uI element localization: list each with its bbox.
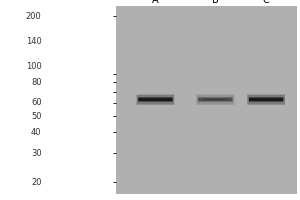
FancyBboxPatch shape xyxy=(203,98,228,100)
FancyBboxPatch shape xyxy=(198,97,232,101)
Text: B: B xyxy=(212,0,219,5)
FancyBboxPatch shape xyxy=(136,95,174,105)
FancyBboxPatch shape xyxy=(196,95,234,105)
Text: 100: 100 xyxy=(26,62,42,71)
Text: 50: 50 xyxy=(31,112,42,121)
Text: C: C xyxy=(263,0,269,5)
Text: 30: 30 xyxy=(31,149,42,158)
Text: 40: 40 xyxy=(31,128,42,137)
FancyBboxPatch shape xyxy=(138,97,173,101)
Text: 80: 80 xyxy=(31,78,42,87)
FancyBboxPatch shape xyxy=(143,98,168,100)
FancyBboxPatch shape xyxy=(249,97,284,101)
Text: A: A xyxy=(152,0,159,5)
Text: 20: 20 xyxy=(31,178,42,187)
Text: 200: 200 xyxy=(26,12,42,21)
FancyBboxPatch shape xyxy=(254,98,278,100)
Text: 140: 140 xyxy=(26,37,42,46)
Text: 60: 60 xyxy=(31,98,42,107)
FancyBboxPatch shape xyxy=(247,95,285,105)
Text: kDa: kDa xyxy=(23,0,43,2)
